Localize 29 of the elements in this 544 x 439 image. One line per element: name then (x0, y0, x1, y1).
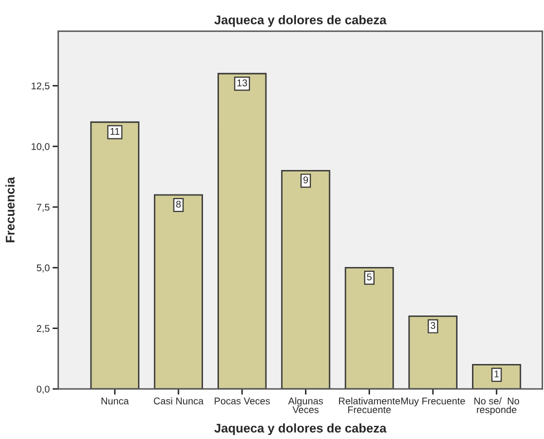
y-tick-label: 0,0 (36, 386, 50, 394)
x-tick-label: Algunas Veces (288, 397, 323, 414)
data-label: 3 (430, 322, 436, 329)
bar (154, 194, 204, 389)
x-tick-label: Relativamente Frecuente (339, 397, 400, 414)
x-axis-title: Jaqueca y dolores de cabeza (214, 423, 387, 436)
bar (90, 121, 140, 389)
bar (344, 266, 394, 389)
y-tick-label: 7,5 (36, 204, 50, 212)
x-tick-label: Nunca (102, 398, 129, 404)
data-label: 5 (367, 274, 372, 280)
y-tick-label: 2,5 (36, 325, 50, 334)
chart-title: Jaqueca y dolores de cabeza (214, 15, 387, 27)
data-label: 13 (237, 79, 248, 86)
x-tick-label: Casi Nunca (154, 397, 204, 404)
x-tick-label: Pocas Veces (214, 398, 270, 404)
y-tick-label: 5,0 (36, 264, 50, 272)
x-tick-label: Muy Frecuente (401, 398, 465, 406)
bar (218, 72, 267, 389)
x-tick-label: No se/ No responde (474, 397, 520, 416)
y-tick-label: 12,5 (32, 82, 50, 91)
data-label: 9 (303, 176, 308, 184)
bar (281, 170, 330, 389)
data-label: 11 (110, 128, 120, 135)
data-label: 8 (176, 200, 181, 208)
y-tick-label: 10,0 (32, 143, 50, 152)
data-label: 1 (494, 370, 499, 378)
y-axis-title: Frecuencia (5, 176, 15, 242)
bar (408, 315, 458, 389)
